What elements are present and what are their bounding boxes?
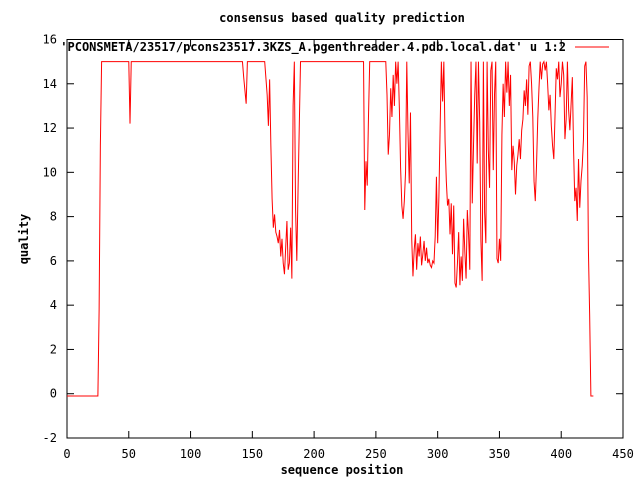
y-tick-label: 8 — [50, 210, 57, 224]
y-tick-label: 6 — [50, 254, 57, 268]
y-tick-label: 14 — [43, 77, 57, 91]
chart-title: consensus based quality prediction — [219, 11, 465, 25]
y-tick-label: 0 — [50, 387, 57, 401]
x-tick-label: 100 — [180, 447, 202, 461]
series-line-quality — [67, 60, 594, 397]
x-tick-label: 250 — [365, 447, 387, 461]
y-axis-ticks: -2 0 2 4 6 8 10 12 14 16 — [43, 33, 623, 445]
y-tick-label: 2 — [50, 342, 57, 356]
y-tick-label: 16 — [43, 33, 57, 47]
x-axis-label: sequence position — [281, 463, 404, 477]
x-tick-label: 350 — [489, 447, 511, 461]
plot-frame — [66, 39, 624, 439]
x-tick-label: 50 — [122, 447, 136, 461]
y-tick-label: 10 — [43, 165, 57, 179]
x-tick-label: 450 — [612, 447, 634, 461]
legend: 'PCONSMETA/23517/pcons23517.3KZS_A.pgent… — [60, 40, 609, 55]
x-tick-label: 300 — [427, 447, 449, 461]
x-axis-ticks: 0 50 100 150 200 250 300 350 400 450 — [63, 39, 634, 461]
y-tick-label: 4 — [50, 298, 57, 312]
y-tick-label: -2 — [43, 431, 57, 445]
y-axis-label: quality — [17, 214, 31, 265]
y-tick-label: 12 — [43, 121, 57, 135]
x-tick-label: 200 — [303, 447, 325, 461]
legend-entry-label: 'PCONSMETA/23517/pcons23517.3KZS_A.pgent… — [60, 40, 566, 55]
x-tick-label: 0 — [63, 447, 70, 461]
x-tick-label: 400 — [550, 447, 572, 461]
x-tick-label: 150 — [241, 447, 263, 461]
